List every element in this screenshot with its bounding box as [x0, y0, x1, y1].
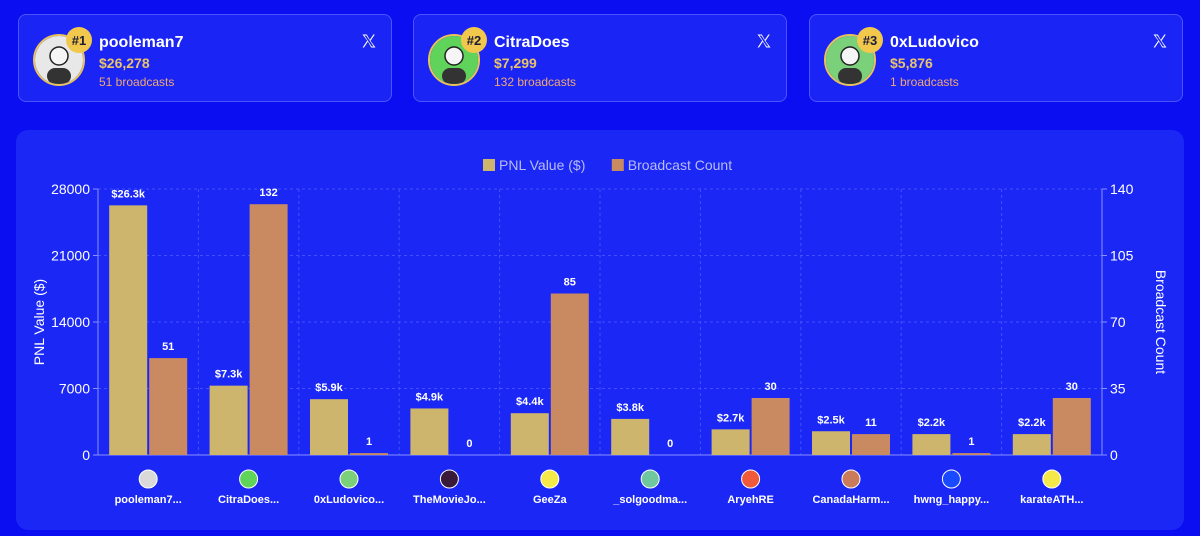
bar-label-pnl: $2.7k	[717, 412, 745, 424]
leader-name: 0xLudovico	[890, 34, 979, 51]
pnl-broadcast-chart: 0 7000 14000 21000 28000 0 35 70 105 140 PNL Value…	[31, 157, 1169, 506]
y-right-tick-label: 105	[1110, 248, 1134, 264]
bar-pnl	[209, 385, 248, 455]
category-avatar-icon	[1042, 469, 1062, 489]
leader-name: CitraDoes	[494, 34, 570, 51]
bar-label-pnl: $7.3k	[215, 369, 243, 381]
bar-pnl	[912, 434, 951, 455]
avatar[interactable]	[33, 34, 85, 86]
bar-broadcast	[149, 358, 188, 455]
leader-name: pooleman7	[99, 34, 184, 51]
x-tick-label: CanadaHarm...	[812, 494, 889, 506]
x-tick-label: AryehRE	[727, 494, 773, 506]
bar-label-broadcast: 0	[667, 438, 673, 450]
legend-label: PNL Value ($)	[499, 157, 585, 173]
leader-pnl: $26,278	[99, 55, 150, 71]
bar-broadcast	[952, 453, 991, 455]
x-logo-icon[interactable]	[1152, 33, 1168, 49]
y-right-axis-title: Broadcast Count	[1153, 270, 1169, 374]
bar-label-pnl: $2.5k	[817, 414, 845, 426]
bar-broadcast	[1052, 398, 1091, 455]
bar-pnl	[310, 399, 348, 455]
bar-pnl	[510, 413, 549, 455]
leader-card-3[interactable]: #3 0xLudovico $5,876 1 broadcasts	[809, 14, 1183, 102]
y-left-tick-label: 7000	[59, 381, 90, 397]
rank-badge: #1	[66, 27, 92, 53]
leader-card-1[interactable]: #1 pooleman7 $26,278 51 broadcasts	[18, 14, 392, 102]
x-logo-icon[interactable]	[361, 33, 377, 49]
bar-label-pnl: $4.9k	[416, 391, 444, 403]
y-right-tick-label: 0	[1110, 447, 1118, 463]
category-avatar-icon	[239, 469, 259, 489]
bar-label-pnl: $2.2k	[918, 417, 946, 429]
category-avatar-icon	[640, 469, 660, 489]
leader-pnl: $7,299	[494, 55, 537, 71]
x-tick-label: pooleman7...	[115, 494, 182, 506]
bar-broadcast	[550, 293, 589, 455]
leader-broadcast-count: 132 broadcasts	[494, 75, 577, 89]
bar-label-broadcast: 11	[865, 417, 877, 429]
chart-panel: 0 7000 14000 21000 28000 0 35 70 105 140 PNL Value…	[16, 130, 1184, 530]
bar-broadcast	[852, 434, 890, 455]
x-tick-label: GeeZa	[533, 494, 568, 506]
y-right-tick-label: 70	[1110, 314, 1126, 330]
y-left-tick-label: 14000	[51, 314, 90, 330]
category-avatar-icon	[741, 469, 761, 489]
bar-pnl	[1012, 434, 1051, 455]
y-left-tick-label: 21000	[51, 248, 90, 264]
x-logo-icon[interactable]	[756, 33, 772, 49]
bar-label-pnl: $4.4k	[516, 396, 544, 408]
x-tick-label: _solgoodma...	[612, 494, 687, 506]
bar-label-pnl: $26.3k	[111, 188, 146, 200]
category-avatar-icon	[138, 469, 158, 489]
bar-label-broadcast: 1	[968, 436, 974, 448]
y-left-tick-label: 0	[82, 447, 90, 463]
leader-pnl: $5,876	[890, 55, 933, 71]
y-left-axis-title: PNL Value ($)	[31, 279, 47, 365]
leader-card-2[interactable]: #2 CitraDoes $7,299 132 broadcasts	[413, 14, 787, 102]
rank-badge: #3	[857, 27, 883, 53]
x-tick-label: karateATH...	[1020, 494, 1083, 506]
bar-label-broadcast: 1	[366, 436, 372, 448]
category-avatar-icon	[339, 469, 359, 489]
bar-label-pnl: $3.8k	[616, 402, 644, 414]
x-tick-label: TheMovieJo...	[413, 494, 486, 506]
bar-pnl	[109, 205, 148, 455]
bar-broadcast	[249, 204, 288, 455]
bar-pnl	[410, 408, 449, 455]
bar-label-broadcast: 51	[162, 341, 174, 353]
rank-badge: #2	[461, 27, 487, 53]
category-avatar-icon	[941, 469, 961, 489]
bar-broadcast	[350, 453, 388, 455]
bar-pnl	[611, 418, 650, 455]
legend-swatch	[611, 159, 624, 171]
bar-label-broadcast: 0	[466, 438, 472, 450]
x-tick-label: CitraDoes...	[218, 494, 279, 506]
bar-label-pnl: $5.9k	[315, 382, 343, 394]
category-avatar-icon	[439, 469, 459, 489]
y-left-tick-label: 28000	[51, 181, 90, 197]
legend-label: Broadcast Count	[628, 157, 732, 173]
bar-label-broadcast: 85	[564, 277, 576, 289]
bar-label-broadcast: 132	[259, 187, 277, 199]
category-avatar-icon	[540, 469, 560, 489]
y-right-tick-label: 35	[1110, 381, 1126, 397]
leader-broadcast-count: 51 broadcasts	[99, 75, 175, 89]
bar-label-broadcast: 30	[764, 381, 776, 393]
leader-broadcast-count: 1 broadcasts	[890, 75, 959, 89]
x-tick-label: 0xLudovico...	[314, 494, 384, 506]
bar-pnl	[711, 429, 750, 455]
y-right-tick-label: 140	[1110, 181, 1134, 197]
x-tick-label: hwng_happy...	[914, 494, 990, 506]
bar-label-pnl: $2.2k	[1018, 417, 1046, 429]
bar-label-broadcast: 30	[1066, 381, 1078, 393]
category-avatar-icon	[841, 469, 861, 489]
legend-swatch	[483, 159, 495, 171]
bar-pnl	[812, 431, 850, 455]
bar-broadcast	[751, 398, 790, 455]
